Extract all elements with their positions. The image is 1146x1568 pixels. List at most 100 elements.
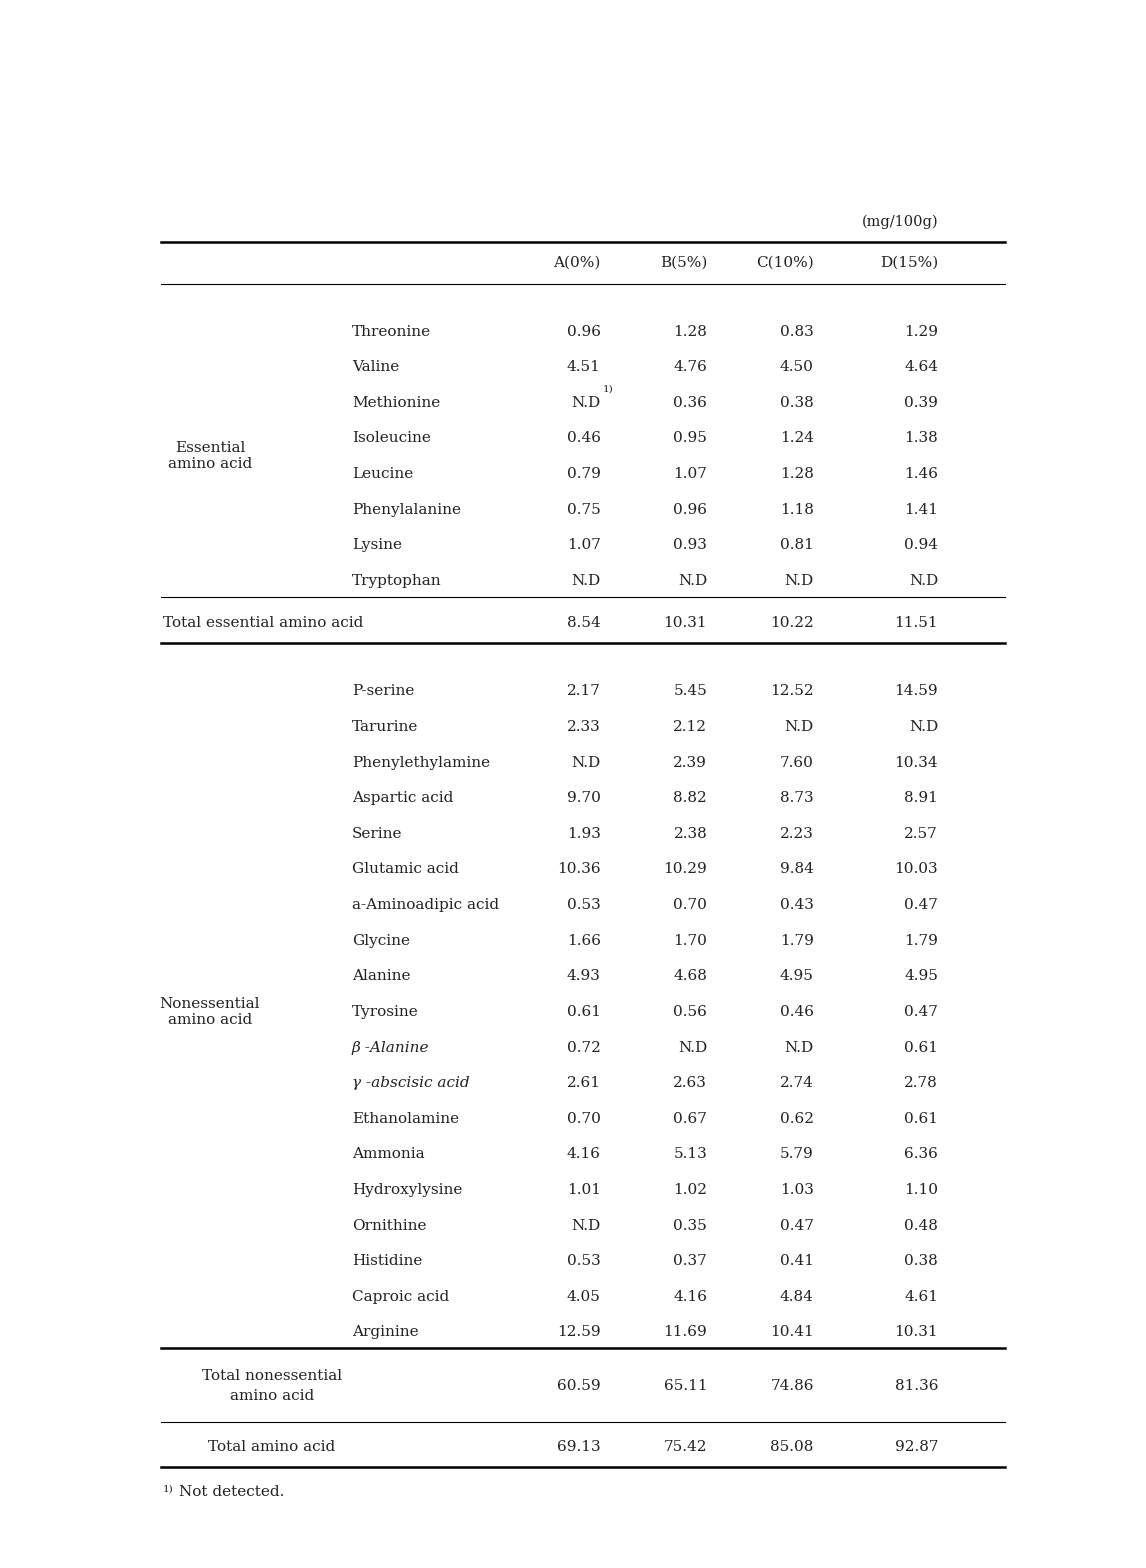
Text: 4.61: 4.61 [904, 1290, 939, 1305]
Text: C(10%): C(10%) [756, 256, 814, 270]
Text: Glycine: Glycine [352, 933, 410, 947]
Text: 1.29: 1.29 [904, 325, 939, 339]
Text: N.D: N.D [572, 1218, 601, 1232]
Text: Lysine: Lysine [352, 538, 402, 552]
Text: 1.07: 1.07 [674, 467, 707, 481]
Text: 0.94: 0.94 [904, 538, 939, 552]
Text: a-Aminoadipic acid: a-Aminoadipic acid [352, 898, 500, 913]
Text: 74.86: 74.86 [770, 1378, 814, 1392]
Text: Tarurine: Tarurine [352, 720, 418, 734]
Text: Phenylalanine: Phenylalanine [352, 503, 461, 517]
Text: 2.61: 2.61 [566, 1076, 601, 1090]
Text: 0.38: 0.38 [780, 395, 814, 409]
Text: Total essential amino acid: Total essential amino acid [163, 616, 363, 630]
Text: 5.79: 5.79 [780, 1148, 814, 1162]
Text: 0.70: 0.70 [567, 1112, 601, 1126]
Text: 4.68: 4.68 [674, 969, 707, 983]
Text: 8.73: 8.73 [780, 792, 814, 806]
Text: 1.24: 1.24 [779, 431, 814, 445]
Text: Total nonessential
amino acid: Total nonessential amino acid [202, 1369, 343, 1403]
Text: 0.62: 0.62 [779, 1112, 814, 1126]
Text: Glutamic acid: Glutamic acid [352, 862, 458, 877]
Text: Tyrosine: Tyrosine [352, 1005, 418, 1019]
Text: β -Alanine: β -Alanine [352, 1041, 430, 1055]
Text: Ornithine: Ornithine [352, 1218, 426, 1232]
Text: 0.47: 0.47 [780, 1218, 814, 1232]
Text: 10.36: 10.36 [557, 862, 601, 877]
Text: Arginine: Arginine [352, 1325, 418, 1339]
Text: Hydroxylysine: Hydroxylysine [352, 1182, 462, 1196]
Text: 2.23: 2.23 [780, 826, 814, 840]
Text: 4.51: 4.51 [567, 361, 601, 375]
Text: 4.76: 4.76 [674, 361, 707, 375]
Text: 1.03: 1.03 [780, 1182, 814, 1196]
Text: Isoleucine: Isoleucine [352, 431, 431, 445]
Text: 4.84: 4.84 [780, 1290, 814, 1305]
Text: 0.43: 0.43 [780, 898, 814, 913]
Text: Ethanolamine: Ethanolamine [352, 1112, 460, 1126]
Text: P-serine: P-serine [352, 684, 415, 698]
Text: 0.96: 0.96 [673, 503, 707, 517]
Text: 1.02: 1.02 [673, 1182, 707, 1196]
Text: 10.41: 10.41 [770, 1325, 814, 1339]
Text: N.D: N.D [785, 720, 814, 734]
Text: 0.75: 0.75 [567, 503, 601, 517]
Text: 8.91: 8.91 [904, 792, 939, 806]
Text: 75.42: 75.42 [664, 1439, 707, 1454]
Text: 8.82: 8.82 [674, 792, 707, 806]
Text: 0.83: 0.83 [780, 325, 814, 339]
Text: 1.07: 1.07 [567, 538, 601, 552]
Text: Not detected.: Not detected. [179, 1485, 284, 1499]
Text: 0.56: 0.56 [674, 1005, 707, 1019]
Text: 1.70: 1.70 [674, 933, 707, 947]
Text: Threonine: Threonine [352, 325, 431, 339]
Text: N.D: N.D [572, 395, 601, 409]
Text: 10.34: 10.34 [895, 756, 939, 770]
Text: 0.47: 0.47 [904, 898, 939, 913]
Text: 1.79: 1.79 [780, 933, 814, 947]
Text: Ammonia: Ammonia [352, 1148, 424, 1162]
Text: Caproic acid: Caproic acid [352, 1290, 449, 1305]
Text: 0.48: 0.48 [904, 1218, 939, 1232]
Text: N.D: N.D [678, 574, 707, 588]
Text: 12.52: 12.52 [770, 684, 814, 698]
Text: 1.28: 1.28 [780, 467, 814, 481]
Text: 12.59: 12.59 [557, 1325, 601, 1339]
Text: Serine: Serine [352, 826, 402, 840]
Text: 1.46: 1.46 [904, 467, 939, 481]
Text: 0.67: 0.67 [674, 1112, 707, 1126]
Text: 1.38: 1.38 [904, 431, 939, 445]
Text: 0.81: 0.81 [780, 538, 814, 552]
Text: 0.96: 0.96 [566, 325, 601, 339]
Text: γ -abscisic acid: γ -abscisic acid [352, 1076, 470, 1090]
Text: 81.36: 81.36 [895, 1378, 939, 1392]
Text: (mg/100g): (mg/100g) [862, 215, 939, 229]
Text: 10.03: 10.03 [895, 862, 939, 877]
Text: 1.18: 1.18 [780, 503, 814, 517]
Text: 1.41: 1.41 [904, 503, 939, 517]
Text: 0.35: 0.35 [674, 1218, 707, 1232]
Text: 0.47: 0.47 [904, 1005, 939, 1019]
Text: N.D: N.D [909, 574, 939, 588]
Text: 1.93: 1.93 [567, 826, 601, 840]
Text: 0.46: 0.46 [566, 431, 601, 445]
Text: B(5%): B(5%) [660, 256, 707, 270]
Text: 2.78: 2.78 [904, 1076, 939, 1090]
Text: 4.93: 4.93 [567, 969, 601, 983]
Text: 1.28: 1.28 [674, 325, 707, 339]
Text: 4.95: 4.95 [904, 969, 939, 983]
Text: Aspartic acid: Aspartic acid [352, 792, 454, 806]
Text: Nonessential
amino acid: Nonessential amino acid [159, 997, 260, 1027]
Text: 2.74: 2.74 [780, 1076, 814, 1090]
Text: 2.39: 2.39 [674, 756, 707, 770]
Text: 4.95: 4.95 [780, 969, 814, 983]
Text: Phenylethylamine: Phenylethylamine [352, 756, 490, 770]
Text: Tryptophan: Tryptophan [352, 574, 441, 588]
Text: 9.84: 9.84 [780, 862, 814, 877]
Text: 85.08: 85.08 [770, 1439, 814, 1454]
Text: 0.53: 0.53 [567, 1254, 601, 1269]
Text: 4.05: 4.05 [567, 1290, 601, 1305]
Text: 0.37: 0.37 [674, 1254, 707, 1269]
Text: 0.46: 0.46 [779, 1005, 814, 1019]
Text: 2.38: 2.38 [674, 826, 707, 840]
